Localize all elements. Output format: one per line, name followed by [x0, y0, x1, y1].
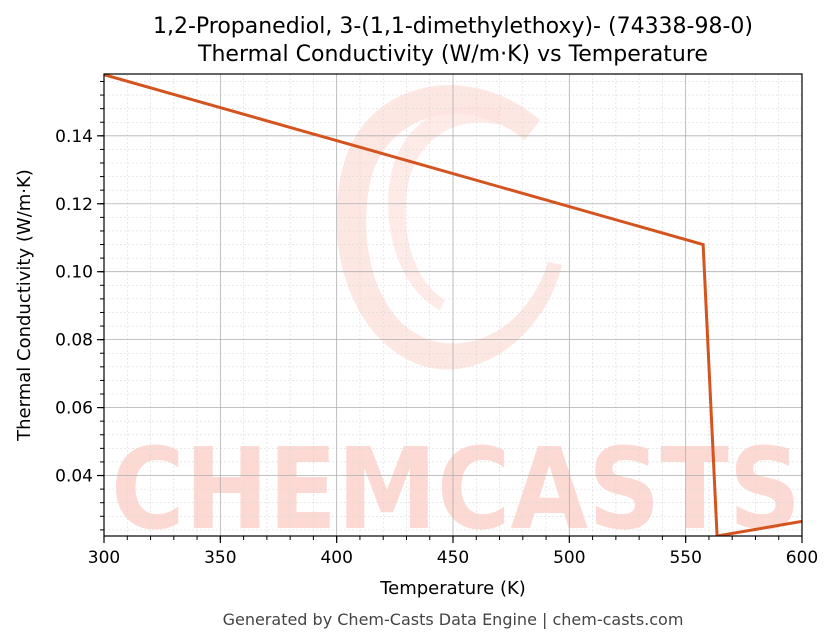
- x-tick-label: 600: [786, 548, 818, 568]
- y-axis-label: Thermal Conductivity (W/m·K): [14, 169, 35, 442]
- x-tick-label: 300: [88, 548, 120, 568]
- series-line: [104, 74, 802, 536]
- y-tick-label: 0.14: [55, 127, 93, 147]
- ticks: [97, 80, 803, 543]
- y-tick-label: 0.12: [55, 195, 93, 215]
- watermark-swirl-inner-icon: [388, 105, 500, 310]
- y-tick-label: 0.04: [55, 467, 93, 487]
- chart-title-line2: Thermal Conductivity (W/m·K) vs Temperat…: [197, 42, 708, 67]
- x-tick-label: 550: [669, 548, 701, 568]
- x-axis-label: Temperature (K): [379, 578, 526, 599]
- y-tick-label: 0.10: [55, 263, 93, 283]
- x-tick-label: 350: [204, 548, 236, 568]
- x-tick-label: 450: [437, 548, 469, 568]
- footer-credit: Generated by Chem-Casts Data Engine | ch…: [223, 610, 684, 629]
- chart-title-line1: 1,2-Propanediol, 3-(1,1-dimethylethoxy)-…: [153, 14, 753, 39]
- x-tick-labels: 300 350 400 450 500 550 600: [88, 548, 818, 568]
- y-tick-label: 0.06: [55, 399, 93, 419]
- y-tick-labels: 0.04 0.06 0.08 0.10 0.12 0.14: [55, 127, 93, 487]
- x-tick-label: 400: [320, 548, 352, 568]
- x-tick-label: 500: [553, 548, 585, 568]
- y-tick-label: 0.08: [55, 331, 93, 351]
